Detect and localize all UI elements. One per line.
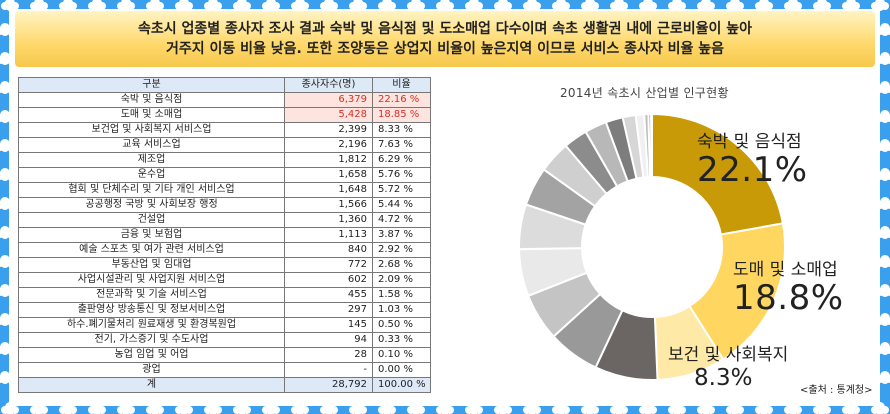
cloud-icon	[436, 0, 454, 11]
annotation-1-value: 22.1%	[697, 150, 808, 190]
table-row: 하수.폐기물처리 원료재생 및 환경복원업 145 0.50 %	[18, 317, 431, 333]
table-row: 보건업 및 사회복지 서비스업 2,399 8.33 %	[18, 122, 431, 138]
cloud-icon	[552, 0, 570, 11]
table-row: 전기, 가스증기 및 수도사업 94 0.33 %	[18, 332, 431, 348]
annotation-2-name: 도매 및 소매업	[733, 260, 838, 280]
cloud-icon	[876, 255, 890, 268]
cloud-icon	[59, 0, 77, 11]
table-header-row: 구분 종사자수(명) 비율	[18, 77, 431, 93]
cloud-icon	[146, 0, 164, 11]
cloud-icon	[465, 0, 483, 11]
annotation-3: 보건 및 사회복지 8.3%	[668, 345, 788, 391]
annotation-3-name: 보건 및 사회복지	[668, 345, 789, 365]
table-row: 사업시설관리 및 사업지원 서비스업 602 2.09 %	[18, 272, 431, 288]
donut-slice-0	[651, 112, 785, 236]
source-note: <출처 : 통계청>	[800, 385, 873, 396]
annotation-2-value: 18.8%	[733, 278, 844, 318]
annotation-3-value: 8.3%	[694, 365, 753, 391]
cloud-icon	[876, 168, 890, 181]
table-row: 예술 스포츠 및 여가 관련 서비스업 840 2.92 %	[18, 242, 431, 258]
cloud-icon	[1, 402, 19, 414]
cloud-icon	[349, 402, 367, 414]
industry-workers-table: 구분 종사자수(명) 비율 숙박 및 음식점 6,379 22.16 % 도매 및 소…	[18, 77, 431, 393]
donut-slice-1	[688, 222, 786, 361]
table-row: 출판영상 방송통신 및 정보서비스업 297 1.03 %	[18, 302, 431, 318]
cell-ratio: 100.00 %	[372, 377, 431, 393]
table-row: 공공행정 국방 및 사회보장 행정 1,566 5.44 %	[18, 197, 431, 213]
cloud-icon	[117, 0, 135, 11]
cloud-icon	[0, 255, 14, 268]
cloud-icon	[494, 402, 512, 414]
cloud-icon	[523, 0, 541, 11]
cloud-icon	[175, 0, 193, 11]
cloud-icon	[204, 402, 222, 414]
cloud-icon	[813, 0, 831, 11]
annotation-1: 숙박 및 음식점 22.1%	[697, 132, 808, 188]
table-row: 농업 임업 및 어업 28 0.10 %	[18, 347, 431, 363]
banner-line-1: 속초시 업종별 종사자 조사 결과 숙박 및 음식점 및 도소매업 다수이며 속…	[137, 21, 753, 37]
cell-category: 계	[18, 377, 285, 393]
table-row: 교육 서비스업 2,196 7.63 %	[18, 137, 431, 153]
banner-line-2: 거주지 이동 비율 낮음. 또한 조양동은 상업지 비율이 높은지역 이므로 서…	[165, 41, 725, 57]
cloud-icon	[320, 0, 338, 11]
cloud-icon	[30, 402, 48, 414]
donut-slice-17	[650, 112, 653, 179]
table-body: 숙박 및 음식점 6,379 22.16 % 도매 및 소매업 5,428 18.85 %…	[18, 92, 431, 393]
table-row: 숙박 및 음식점 6,379 22.16 %	[18, 92, 431, 108]
table-row: 건설업 1,360 4.72 %	[18, 212, 431, 228]
summary-banner: 속초시 업종별 종사자 조사 결과 숙박 및 음식점 및 도소매업 다수이며 속…	[15, 11, 875, 67]
cell-ratio: 22.16 %	[372, 92, 431, 108]
chart-title: 2014년 속초시 산업별 인구현황	[560, 86, 729, 100]
table-total-row: 계 28,792 100.00 %	[18, 377, 431, 393]
annotation-2: 도매 및 소매업 18.8%	[733, 260, 844, 316]
annotation-1-name: 숙박 및 음식점	[697, 132, 802, 152]
cloud-icon	[842, 0, 860, 11]
table-row: 전문과학 및 기술 서비스업 455 1.58 %	[18, 287, 431, 303]
cloud-icon	[1, 0, 19, 11]
cloud-icon	[876, 342, 890, 355]
cloud-icon	[876, 197, 890, 210]
table-row: 운수업 1,658 5.76 %	[18, 167, 431, 183]
